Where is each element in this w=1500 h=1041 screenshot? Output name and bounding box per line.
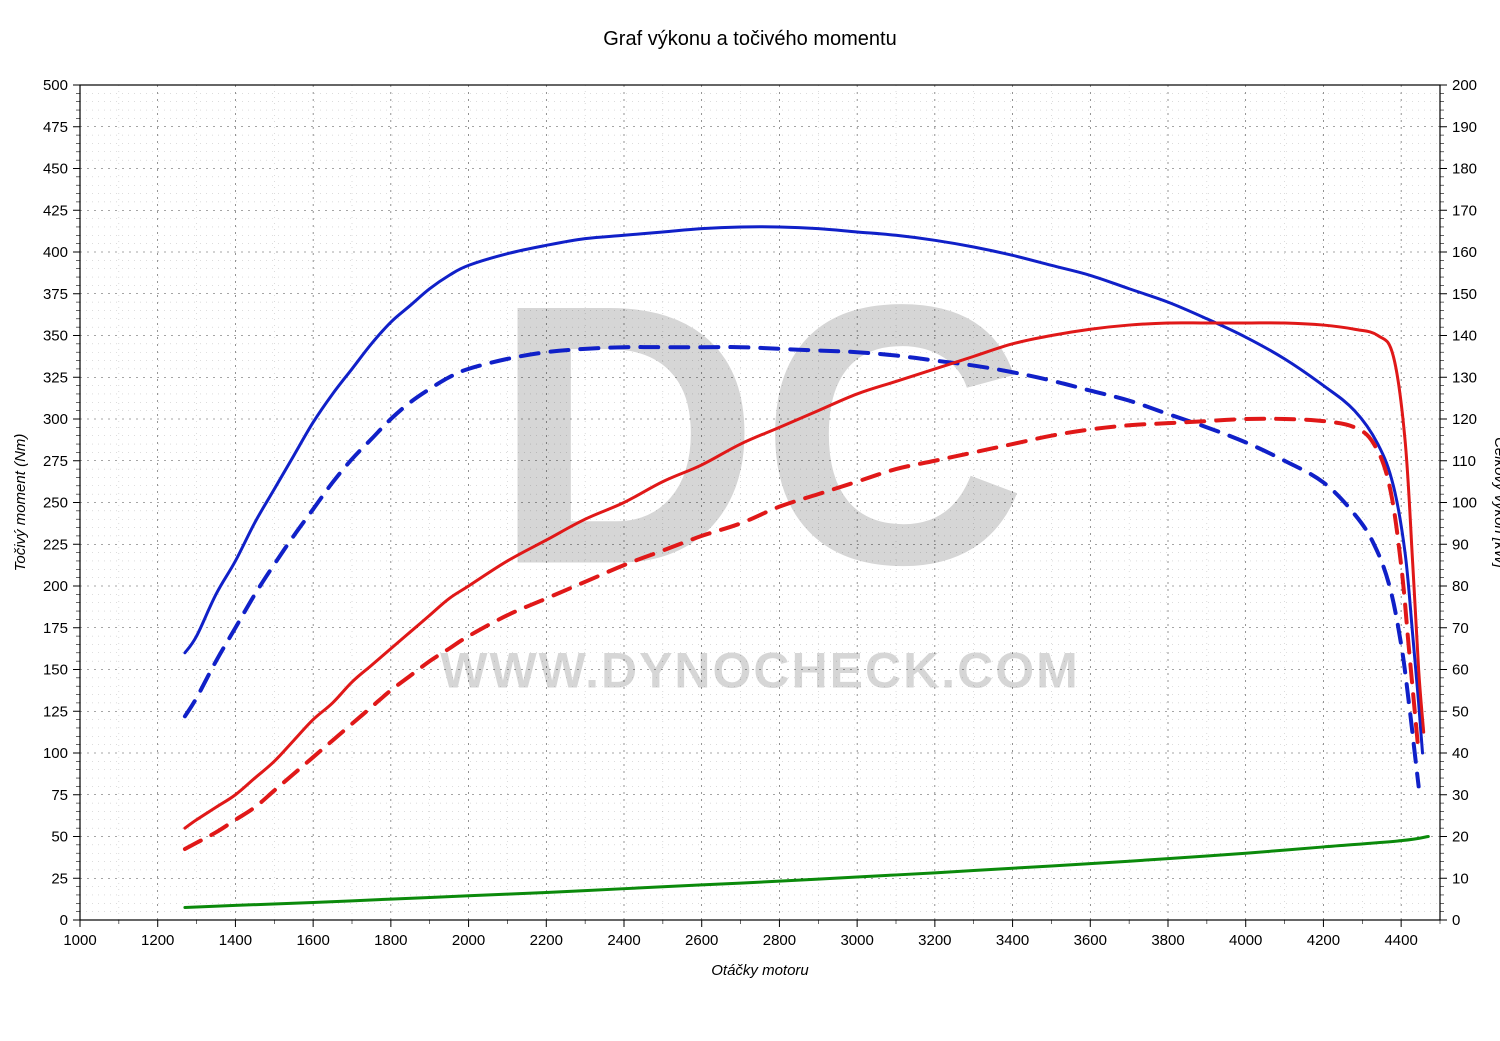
x-tick-label: 1600 [296,932,329,949]
y-right-tick-label: 40 [1452,745,1469,762]
y-right-axis-title: Celkový výkon [kW] [1491,437,1500,569]
y-left-tick-label: 125 [43,703,68,720]
y-left-tick-label: 75 [51,787,68,804]
y-left-tick-label: 350 [43,328,68,345]
x-tick-label: 2400 [607,932,640,949]
y-right-tick-label: 190 [1452,119,1477,136]
x-tick-label: 1800 [374,932,407,949]
x-tick-label: 1200 [141,932,174,949]
x-tick-label: 4000 [1229,932,1262,949]
y-left-tick-label: 200 [43,578,68,595]
y-right-tick-label: 30 [1452,787,1469,804]
y-left-tick-label: 425 [43,202,68,219]
y-right-tick-label: 170 [1452,202,1477,219]
x-tick-label: 1400 [219,932,252,949]
y-right-tick-label: 120 [1452,411,1477,428]
y-right-tick-label: 60 [1452,662,1469,679]
y-left-tick-label: 100 [43,745,68,762]
y-right-tick-label: 130 [1452,369,1477,386]
y-right-tick-label: 0 [1452,912,1460,929]
y-left-tick-label: 175 [43,620,68,637]
svg-text:WWW.DYNOCHECK.COM: WWW.DYNOCHECK.COM [440,643,1080,699]
x-tick-label: 3400 [996,932,1029,949]
x-tick-label: 2600 [685,932,718,949]
y-left-tick-label: 450 [43,161,68,178]
y-right-tick-label: 20 [1452,829,1469,846]
y-right-tick-label: 180 [1452,161,1477,178]
y-left-tick-label: 150 [43,662,68,679]
x-tick-label: 3600 [1074,932,1107,949]
y-left-tick-label: 475 [43,119,68,136]
y-left-tick-label: 225 [43,536,68,553]
y-left-tick-label: 250 [43,495,68,512]
y-right-tick-label: 100 [1452,495,1477,512]
x-tick-label: 2200 [530,932,563,949]
y-right-tick-label: 50 [1452,703,1469,720]
y-right-tick-label: 80 [1452,578,1469,595]
chart-title: Graf výkonu a točivého momentu [603,28,896,50]
y-left-tick-label: 0 [60,912,68,929]
x-axis-title: Otáčky motoru [711,962,809,979]
y-right-tick-label: 150 [1452,286,1477,303]
x-tick-label: 3200 [918,932,951,949]
y-left-tick-label: 300 [43,411,68,428]
y-left-axis-title: Točivý moment (Nm) [12,434,29,572]
x-tick-label: 1000 [63,932,96,949]
y-left-tick-label: 400 [43,244,68,261]
y-left-tick-label: 375 [43,286,68,303]
y-right-tick-label: 90 [1452,536,1469,553]
grid [80,85,1440,920]
y-left-tick-label: 500 [43,77,68,94]
x-tick-label: 2800 [763,932,796,949]
dyno-chart: DCWWW.DYNOCHECK.COM100012001400160018002… [0,0,1500,1041]
y-left-tick-label: 275 [43,453,68,470]
y-right-tick-label: 70 [1452,620,1469,637]
x-tick-label: 4400 [1384,932,1417,949]
y-right-tick-label: 140 [1452,328,1477,345]
y-left-tick-label: 325 [43,369,68,386]
x-tick-label: 3000 [840,932,873,949]
y-right-tick-label: 200 [1452,77,1477,94]
x-tick-label: 2000 [452,932,485,949]
y-right-tick-label: 110 [1452,453,1476,470]
y-right-tick-label: 160 [1452,244,1477,261]
y-right-tick-label: 10 [1452,870,1469,887]
x-tick-label: 4200 [1307,932,1340,949]
x-tick-label: 3800 [1151,932,1184,949]
y-left-tick-label: 25 [51,870,68,887]
y-left-tick-label: 50 [51,829,68,846]
